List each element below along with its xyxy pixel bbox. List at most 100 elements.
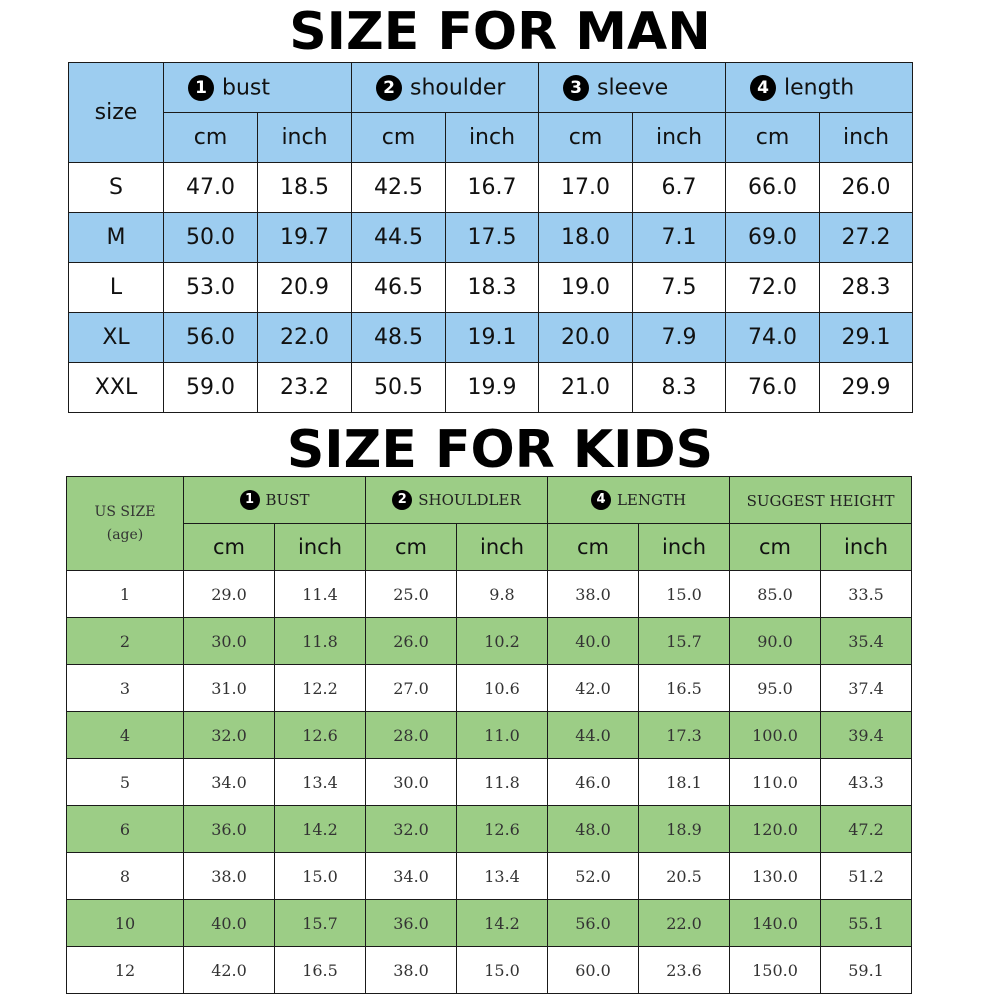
number-1-icon: 1 bbox=[239, 490, 260, 510]
value-cell: 30.0 bbox=[365, 758, 458, 806]
size-cell: 5 bbox=[66, 758, 184, 806]
size-cell: 1 bbox=[66, 570, 184, 618]
value-cell: 40.0 bbox=[547, 617, 640, 665]
kids-group-bust: 1 BUST bbox=[182, 476, 367, 524]
value-cell: 56.0 bbox=[547, 899, 640, 947]
value-cell: 29.0 bbox=[183, 570, 275, 618]
size-cell: XXL bbox=[68, 362, 164, 413]
kids-group-header-row: US SIZE (age) 1 BUST 2 SHOULDLER 4 LENGTH S… bbox=[66, 476, 913, 571]
table-row: 8 38.0 15.0 34.0 13.4 52.0 20.5 130.0 51.2 bbox=[66, 852, 913, 900]
kids-unit-header: cm bbox=[547, 523, 640, 571]
value-cell: 11.4 bbox=[273, 570, 367, 618]
man-unit-header: inch bbox=[819, 112, 914, 163]
value-cell: 11.8 bbox=[456, 758, 549, 806]
value-cell: 32.0 bbox=[365, 805, 458, 853]
value-cell: 30.0 bbox=[183, 617, 275, 665]
value-cell: 44.5 bbox=[351, 212, 446, 263]
value-cell: 110.0 bbox=[729, 758, 822, 806]
number-2-icon: 2 bbox=[392, 490, 413, 510]
kids-unit-header-row: cm inch cm inch cm inch cm inch bbox=[66, 523, 913, 571]
value-cell: 33.5 bbox=[820, 570, 913, 618]
man-group-length: 4 length bbox=[725, 62, 914, 113]
value-cell: 7.5 bbox=[631, 262, 727, 313]
value-cell: 17.3 bbox=[638, 711, 731, 759]
value-cell: 130.0 bbox=[729, 852, 822, 900]
value-cell: 13.4 bbox=[456, 852, 549, 900]
value-cell: 47.2 bbox=[820, 805, 913, 853]
kids-group-label: SUGGEST HEIGHT bbox=[746, 491, 895, 510]
man-unit-header: inch bbox=[257, 112, 352, 163]
table-row: 5 34.0 13.4 30.0 11.8 46.0 18.1 110.0 43.3 bbox=[66, 758, 913, 806]
value-cell: 26.0 bbox=[819, 162, 914, 213]
value-cell: 72.0 bbox=[725, 262, 821, 313]
man-group-shoulder: 2 shoulder bbox=[351, 62, 539, 113]
value-cell: 74.0 bbox=[725, 312, 821, 363]
value-cell: 46.5 bbox=[351, 262, 446, 313]
value-cell: 60.0 bbox=[547, 946, 640, 994]
man-group-bust: 1 bust bbox=[163, 62, 352, 113]
value-cell: 17.0 bbox=[538, 162, 633, 213]
value-cell: 22.0 bbox=[257, 312, 352, 363]
value-cell: 140.0 bbox=[729, 899, 822, 947]
kids-group-label: LENGTH bbox=[616, 491, 687, 509]
size-cell: 12 bbox=[66, 946, 184, 994]
value-cell: 21.0 bbox=[538, 362, 633, 413]
table-row: XL 56.0 22.0 48.5 19.1 20.0 7.9 74.0 29.1 bbox=[68, 312, 914, 363]
man-size-table: size 1 bust 2 shoulder 3 sleeve 4 length cm … bbox=[68, 62, 914, 413]
man-size-title: SIZE FOR MAN bbox=[289, 2, 711, 62]
value-cell: 42.5 bbox=[351, 162, 446, 213]
table-row: 1 29.0 11.4 25.0 9.8 38.0 15.0 85.0 33.5 bbox=[66, 570, 913, 618]
value-cell: 18.9 bbox=[638, 805, 731, 853]
value-cell: 53.0 bbox=[163, 262, 258, 313]
kids-size-header-line2: (age) bbox=[106, 526, 144, 543]
table-row: 3 31.0 12.2 27.0 10.6 42.0 16.5 95.0 37.4 bbox=[66, 664, 913, 712]
kids-unit-header: cm bbox=[183, 523, 275, 571]
number-3-icon: 3 bbox=[563, 74, 589, 101]
kids-group-shoulder: 2 SHOULDLER bbox=[365, 476, 549, 524]
table-row: 2 30.0 11.8 26.0 10.2 40.0 15.7 90.0 35.4 bbox=[66, 617, 913, 665]
value-cell: 44.0 bbox=[547, 711, 640, 759]
value-cell: 85.0 bbox=[729, 570, 822, 618]
kids-unit-header: cm bbox=[365, 523, 458, 571]
value-cell: 16.5 bbox=[273, 946, 367, 994]
value-cell: 43.3 bbox=[820, 758, 913, 806]
value-cell: 52.0 bbox=[547, 852, 640, 900]
value-cell: 48.0 bbox=[547, 805, 640, 853]
value-cell: 31.0 bbox=[183, 664, 275, 712]
kids-size-column-header: US SIZE (age) bbox=[66, 476, 184, 571]
value-cell: 50.5 bbox=[351, 362, 446, 413]
value-cell: 18.1 bbox=[638, 758, 731, 806]
man-unit-header: cm bbox=[351, 112, 446, 163]
value-cell: 32.0 bbox=[183, 711, 275, 759]
size-cell: 10 bbox=[66, 899, 184, 947]
kids-group-label: BUST bbox=[265, 491, 310, 509]
man-unit-header: cm bbox=[725, 112, 821, 163]
man-unit-header: inch bbox=[631, 112, 727, 163]
value-cell: 12.2 bbox=[273, 664, 367, 712]
table-row: M 50.0 19.7 44.5 17.5 18.0 7.1 69.0 27.2 bbox=[68, 212, 914, 263]
value-cell: 6.7 bbox=[631, 162, 727, 213]
value-cell: 19.7 bbox=[257, 212, 352, 263]
value-cell: 59.0 bbox=[163, 362, 258, 413]
kids-group-length: 4 LENGTH bbox=[547, 476, 731, 524]
size-cell: 6 bbox=[66, 805, 184, 853]
kids-unit-header: inch bbox=[456, 523, 549, 571]
value-cell: 76.0 bbox=[725, 362, 821, 413]
value-cell: 7.9 bbox=[631, 312, 727, 363]
value-cell: 9.8 bbox=[456, 570, 549, 618]
value-cell: 42.0 bbox=[183, 946, 275, 994]
value-cell: 10.6 bbox=[456, 664, 549, 712]
value-cell: 19.9 bbox=[445, 362, 539, 413]
man-size-column-header: size bbox=[68, 62, 164, 163]
kids-size-title: SIZE FOR KIDS bbox=[286, 420, 714, 480]
man-group-sleeve: 3 sleeve bbox=[537, 62, 727, 113]
kids-unit-header: inch bbox=[638, 523, 731, 571]
value-cell: 23.2 bbox=[257, 362, 352, 413]
value-cell: 36.0 bbox=[183, 805, 275, 853]
value-cell: 42.0 bbox=[547, 664, 640, 712]
value-cell: 7.1 bbox=[631, 212, 727, 263]
value-cell: 15.7 bbox=[638, 617, 731, 665]
kids-unit-header: cm bbox=[729, 523, 822, 571]
size-cell: M bbox=[68, 212, 164, 263]
value-cell: 46.0 bbox=[547, 758, 640, 806]
